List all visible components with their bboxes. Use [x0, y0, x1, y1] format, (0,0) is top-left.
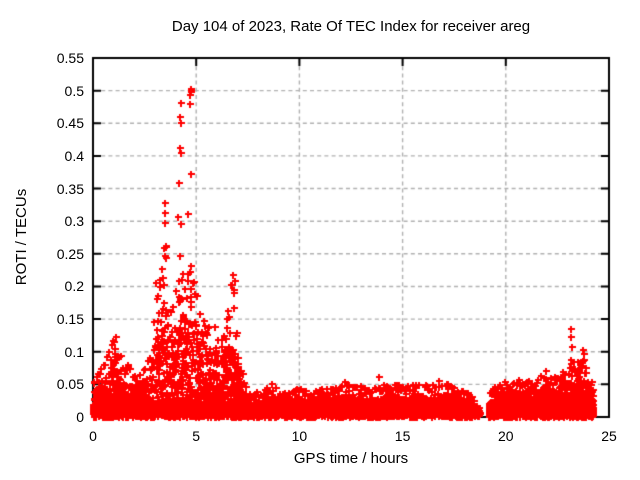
y-tick-label: 0.3: [64, 213, 84, 230]
chart-title: Day 104 of 2023, Rate Of TEC Index for r…: [171, 18, 531, 35]
y-tick-label: 0.15: [56, 311, 84, 328]
y-tick-label: 0.25: [56, 245, 84, 262]
x-axis-label: GPS time / hours: [293, 450, 409, 467]
y-tick-label: 0.2: [64, 278, 84, 295]
y-tick-label: 0.55: [56, 50, 84, 66]
y-tick-label: 0: [76, 409, 84, 425]
y-tick-label: 0.35: [56, 180, 84, 197]
x-tick-label: 25: [601, 428, 617, 444]
y-tick-label: 0.05: [56, 376, 84, 393]
x-tick-label: 5: [192, 428, 201, 444]
y-tick-label: 0.4: [64, 147, 84, 164]
x-tick-label: 15: [394, 428, 411, 444]
y-tick-label: 0.5: [64, 82, 84, 99]
x-tick-label: 10: [291, 428, 308, 444]
y-tick-label: 0.45: [56, 115, 84, 132]
x-tick-label: 20: [498, 428, 514, 444]
y-tick-label: 0.1: [64, 343, 84, 360]
x-tick-label: 0: [89, 428, 97, 444]
